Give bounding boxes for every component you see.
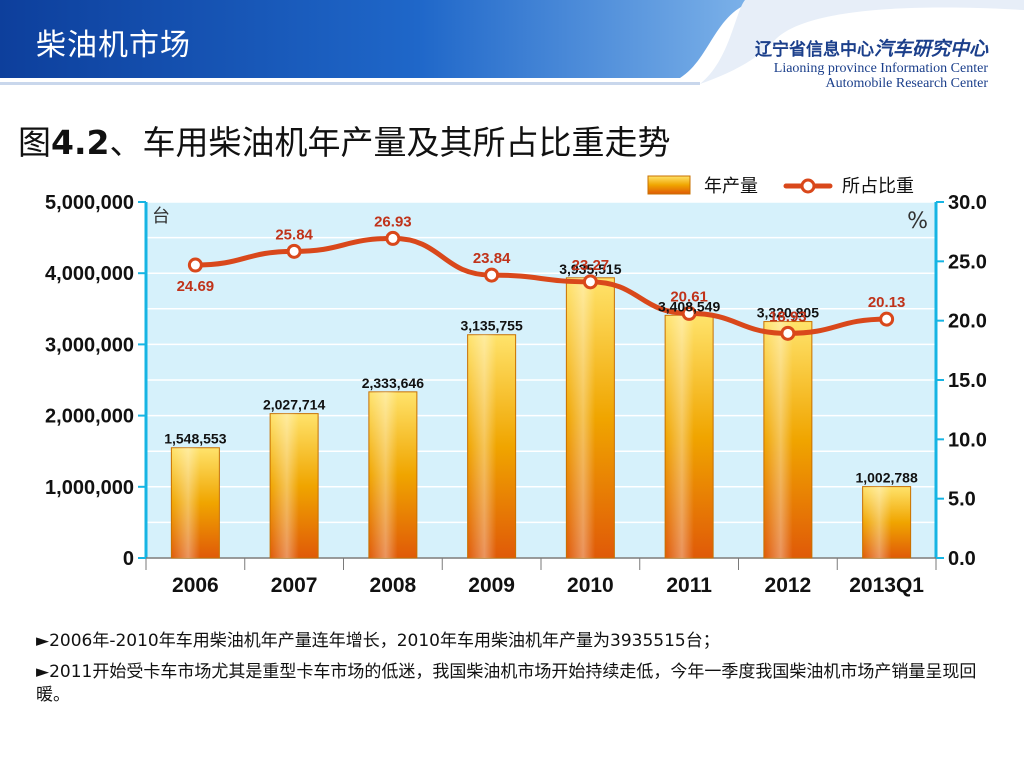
y-right-tick-label: 10.0 — [948, 429, 987, 451]
bar-shine — [270, 413, 319, 558]
line-point — [681, 305, 697, 321]
legend-line-marker — [800, 178, 816, 194]
legend-bar-label: 年产量 — [704, 176, 758, 197]
bar-value-label: 1,002,788 — [855, 470, 917, 486]
x-tick-label: 2007 — [271, 574, 318, 597]
line-value-label: 23.27 — [572, 257, 610, 274]
chart-title-suffix: 、车用柴油机年产量及其所占比重走势 — [109, 123, 671, 162]
bar-shine — [665, 315, 714, 558]
legend-line-label: 所占比重 — [842, 176, 914, 197]
x-tick-label: 2010 — [567, 574, 614, 597]
x-tick-label: 2011 — [666, 574, 712, 597]
line-value-label: 18.93 — [769, 308, 807, 325]
y-left-unit: 台 — [152, 206, 170, 227]
line-value-label: 20.13 — [868, 294, 906, 311]
chart-title-number: 4.2 — [51, 123, 110, 162]
bar-value-label: 3,935,515 — [559, 261, 621, 277]
line-point — [286, 243, 302, 259]
notes: ►2006年-2010年车用柴油机年产量连年增长，2010年车用柴油机年产量为3… — [36, 630, 986, 715]
org-name-cn-strong: 汽车研究中心 — [873, 38, 988, 60]
line-value-label: 24.69 — [177, 278, 215, 295]
y-right-unit: % — [907, 209, 928, 234]
bar-value-label: 1,548,553 — [164, 431, 226, 447]
line-point — [484, 267, 500, 283]
bar-shine — [566, 277, 615, 558]
bar-shine — [368, 391, 417, 558]
bar-value-label: 3,320,805 — [757, 305, 819, 321]
slide-title: 柴油机市场 — [36, 28, 191, 63]
y-left-tick-label: 5,000,000 — [45, 192, 134, 214]
y-right-tick-label: 30.0 — [948, 192, 987, 214]
y-right-tick-label: 25.0 — [948, 251, 987, 273]
note-bullet-1: ►2006年-2010年车用柴油机年产量连年增长，2010年车用柴油机年产量为3… — [36, 631, 720, 651]
line-point — [582, 274, 598, 290]
y-left-tick-label: 2,000,000 — [45, 406, 134, 428]
bar-shine — [763, 321, 812, 558]
bar-shine — [171, 447, 220, 558]
note-bullet-2: ►2011开始受卡车市场尤其是重型卡车市场的低迷，我国柴油机市场开始持续走低，今… — [36, 662, 977, 705]
y-left-tick-label: 3,000,000 — [45, 334, 134, 356]
bar-value-label: 3,135,755 — [460, 318, 522, 334]
line-value-label: 26.93 — [374, 213, 412, 230]
bar-shine — [467, 334, 516, 558]
org-name-cn: 辽宁省信息中心汽车研究中心 — [755, 34, 988, 61]
bar-value-label: 2,333,646 — [362, 375, 424, 391]
org-logo-text: 辽宁省信息中心汽车研究中心 Liaoning province Informat… — [755, 34, 988, 91]
line-point — [385, 230, 401, 246]
x-tick-label: 2009 — [468, 574, 515, 597]
y-left-tick-label: 1,000,000 — [45, 477, 134, 499]
chart-title: 图4.2、车用柴油机年产量及其所占比重走势 — [18, 116, 670, 164]
org-name-cn-prefix: 辽宁省信息中心 — [754, 40, 874, 60]
x-tick-label: 2012 — [765, 574, 812, 597]
line-value-label: 23.84 — [473, 250, 511, 267]
bar-shine — [862, 486, 911, 558]
org-name-en-line1: Liaoning province Information Center — [773, 61, 988, 76]
y-right-tick-label: 0.0 — [948, 548, 976, 570]
y-left-tick-label: 4,000,000 — [45, 263, 134, 285]
y-right-tick-label: 15.0 — [948, 370, 987, 392]
org-name-en-line2: Automobile Research Center — [825, 76, 988, 91]
bar-value-label: 2,027,714 — [263, 397, 325, 413]
chart-title-prefix: 图 — [18, 123, 51, 162]
line-value-label: 25.84 — [275, 226, 313, 243]
x-tick-label: 2006 — [172, 574, 219, 597]
share-line — [192, 235, 890, 336]
y-right-tick-label: 20.0 — [948, 311, 987, 333]
line-point — [879, 311, 895, 327]
y-left-tick-label: 0 — [123, 548, 134, 570]
legend-bar-swatch — [647, 175, 691, 195]
line-point — [780, 325, 796, 341]
x-tick-label: 2013Q1 — [849, 574, 924, 597]
bar-value-label: 3,408,549 — [658, 298, 720, 314]
chart: 0 1,000,000 2,000,000 3,000,000 4,000,000 5,0… — [45, 175, 987, 597]
header-banner — [0, 0, 1024, 85]
line-value-label: 20.61 — [670, 288, 708, 305]
y-right-tick-label: 5.0 — [948, 489, 976, 511]
x-tick-label: 2008 — [370, 574, 417, 597]
line-point — [187, 257, 203, 273]
